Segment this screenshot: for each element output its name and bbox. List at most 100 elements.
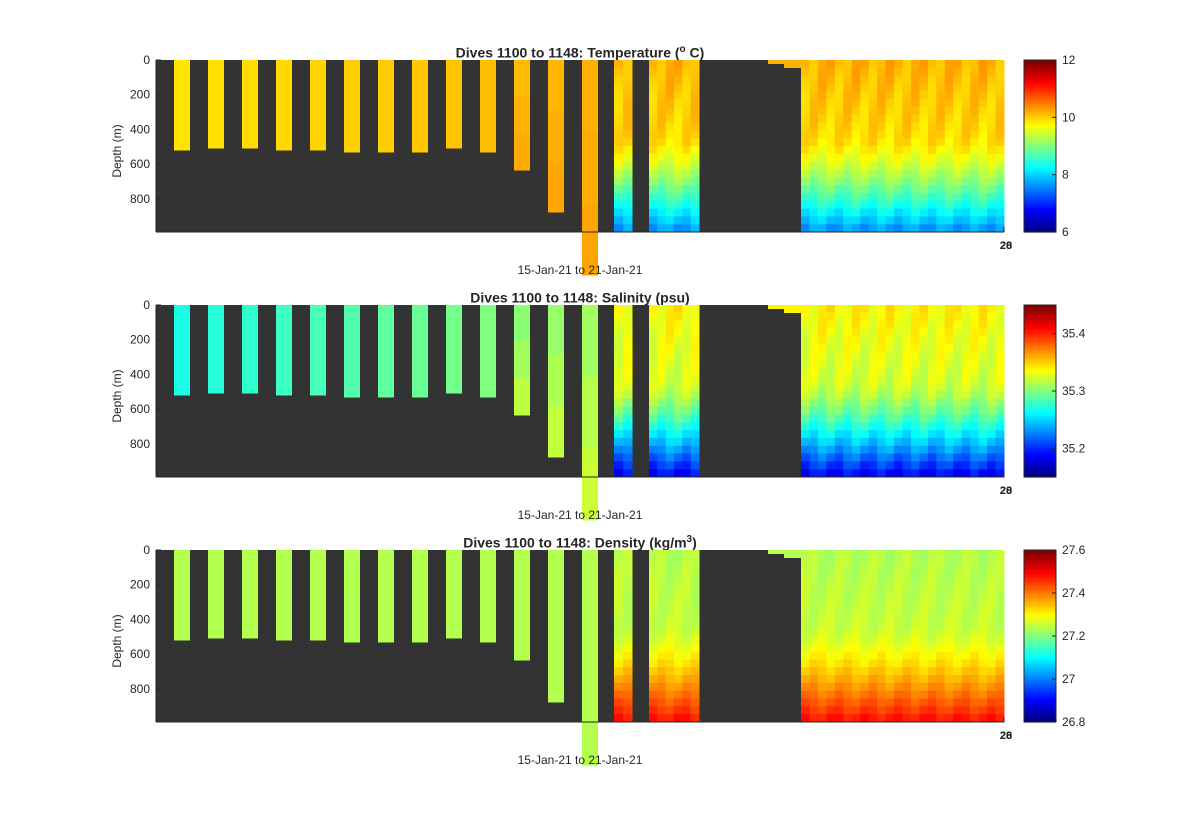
colorbar-segment xyxy=(1024,315,1056,320)
colorbar-segment xyxy=(1024,662,1056,667)
heatmap-cell xyxy=(860,359,870,369)
colorbar-segment xyxy=(1024,127,1056,131)
heatmap-cell xyxy=(970,91,980,100)
heatmap-cell xyxy=(877,216,887,225)
colorbar-segment xyxy=(1024,348,1056,352)
heatmap-cell xyxy=(961,620,971,629)
colorbar-segment xyxy=(1024,226,1056,230)
heatmap-cell xyxy=(657,375,667,384)
heatmap-cell xyxy=(851,714,861,723)
heatmap-cell xyxy=(310,60,326,91)
heatmap-cell xyxy=(919,367,929,376)
heatmap-cell xyxy=(843,445,853,455)
heatmap-cell xyxy=(927,367,937,376)
heatmap-cell xyxy=(801,461,810,470)
heatmap-cell xyxy=(674,99,683,108)
heatmap-cell xyxy=(987,130,997,139)
heatmap-cell xyxy=(801,636,810,645)
heatmap-cell xyxy=(961,359,971,369)
heatmap-cell xyxy=(826,398,836,408)
heatmap-cell xyxy=(910,636,920,645)
heatmap-cell xyxy=(877,83,887,92)
heatmap-cell xyxy=(894,114,903,124)
heatmap-cell xyxy=(657,67,667,77)
heatmap-cell xyxy=(843,667,853,676)
heatmap-cell xyxy=(961,469,971,478)
heatmap-cell xyxy=(868,192,878,202)
heatmap-cell xyxy=(690,130,700,139)
heatmap-cell xyxy=(801,651,810,660)
heatmap-cell xyxy=(910,67,920,77)
heatmap-cell xyxy=(851,706,861,715)
heatmap-cell xyxy=(902,667,912,676)
heatmap-cell xyxy=(682,344,692,353)
heatmap-cell xyxy=(834,122,844,131)
heatmap-cell xyxy=(987,67,997,77)
heatmap-cell xyxy=(614,224,624,233)
heatmap-cell xyxy=(690,636,700,645)
heatmap-cell xyxy=(649,698,658,707)
heatmap-cell xyxy=(936,200,946,210)
heatmap-cell xyxy=(801,581,810,590)
heatmap-cell xyxy=(936,453,946,462)
heatmap-cell xyxy=(936,391,946,400)
heatmap-cell xyxy=(657,83,667,92)
heatmap-cell xyxy=(834,667,844,676)
heatmap-cell xyxy=(682,422,692,431)
heatmap-cell xyxy=(910,437,920,447)
heatmap-cell xyxy=(995,91,1005,100)
heatmap-cell xyxy=(665,146,675,155)
heatmap-cell xyxy=(910,422,920,431)
heatmap-cell xyxy=(970,192,980,202)
heatmap-cell xyxy=(446,608,462,639)
heatmap-cell xyxy=(446,579,462,610)
heatmap-cell xyxy=(970,106,980,116)
heatmap-cell xyxy=(649,469,658,478)
heatmap-cell xyxy=(657,406,667,415)
heatmap-cell xyxy=(657,675,667,684)
heatmap-cell xyxy=(995,106,1005,116)
colorbar-segment xyxy=(1024,638,1056,642)
heatmap-cell xyxy=(826,682,836,692)
heatmap-cell xyxy=(953,469,963,478)
heatmap-cell xyxy=(877,659,887,668)
heatmap-cell xyxy=(936,312,946,322)
heatmap-cell xyxy=(961,375,971,384)
heatmap-cell xyxy=(826,320,836,329)
heatmap-cell xyxy=(817,146,827,155)
heatmap-cell xyxy=(902,565,912,574)
heatmap-cell xyxy=(665,414,675,423)
heatmap-cell xyxy=(809,224,819,233)
heatmap-cell xyxy=(860,445,870,455)
heatmap-cell xyxy=(548,355,564,407)
heatmap-cell xyxy=(649,336,658,345)
heatmap-cell xyxy=(995,437,1005,447)
heatmap-cell xyxy=(548,406,564,458)
heatmap-cell xyxy=(614,698,624,707)
heatmap-cell xyxy=(927,557,937,567)
heatmap-cell xyxy=(657,177,667,186)
heatmap-cell xyxy=(902,698,912,707)
heatmap-cell xyxy=(877,636,887,645)
heatmap-cell xyxy=(970,628,980,637)
heatmap-cell xyxy=(953,612,963,621)
heatmap-cell xyxy=(657,706,667,715)
heatmap-cell xyxy=(877,557,887,567)
heatmap-cell xyxy=(961,122,971,131)
heatmap-cell xyxy=(936,620,946,629)
heatmap-cell xyxy=(208,363,224,394)
heatmap-cell xyxy=(885,91,895,100)
heatmap-cell xyxy=(995,461,1005,470)
heatmap-cell xyxy=(953,383,963,392)
heatmap-cell xyxy=(809,320,819,329)
heatmap-cell xyxy=(894,216,903,225)
heatmap-cell xyxy=(978,161,988,170)
heatmap-cell xyxy=(682,445,692,455)
heatmap-cell xyxy=(860,192,870,202)
heatmap-cell xyxy=(851,422,861,431)
heatmap-cell xyxy=(665,91,675,100)
heatmap-cell xyxy=(649,161,658,170)
heatmap-cell xyxy=(649,67,658,77)
heatmap-cell xyxy=(843,177,853,186)
heatmap-cell xyxy=(995,604,1005,614)
